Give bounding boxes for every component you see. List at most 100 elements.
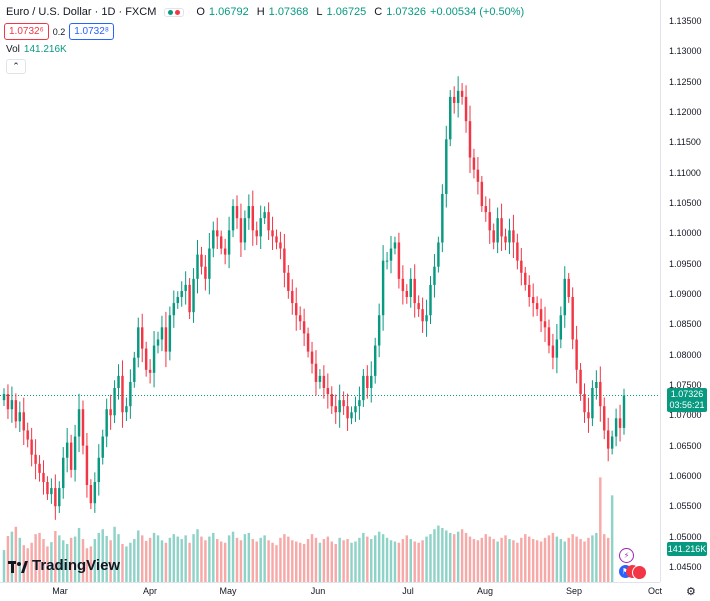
tradingview-logo[interactable]: TradingView [8, 557, 120, 574]
volume-legend[interactable]: Vol 141.216K [6, 44, 67, 55]
candle-body [504, 236, 507, 243]
candle-body [452, 96, 456, 103]
candle [231, 199, 235, 238]
candle [73, 424, 77, 482]
candle-body [73, 436, 77, 470]
candle [452, 86, 456, 114]
candle [488, 198, 491, 244]
market-closed-icon [175, 9, 181, 15]
candle [539, 298, 543, 332]
candle-body [184, 284, 187, 291]
symbol-title[interactable]: Euro / U.S. Dollar · 1D · FXCM [6, 6, 157, 18]
volume-bar [196, 529, 199, 582]
volume-bar [287, 536, 290, 582]
candle-body [219, 236, 223, 249]
candle [370, 361, 373, 403]
volume-bar [223, 542, 227, 582]
volume-bar [121, 543, 124, 582]
candle-body [2, 394, 6, 401]
buy-button[interactable]: 1.0732⁸ [69, 23, 115, 40]
candle [46, 476, 49, 500]
candle-body [326, 388, 330, 395]
time-tick: Sep [565, 586, 583, 596]
candle [413, 264, 416, 318]
volume-bar [314, 537, 318, 582]
volume-bar [10, 531, 14, 582]
candle [2, 388, 6, 406]
volume-bar [370, 539, 373, 582]
volume-bar [437, 525, 440, 582]
market-status-toggle[interactable] [164, 7, 185, 17]
price-tick: 1.06500 [669, 440, 702, 451]
volume-bar [531, 539, 535, 582]
candle-body [441, 193, 444, 243]
candle-body [227, 230, 231, 255]
candle [579, 363, 582, 401]
volume-bar [606, 537, 610, 582]
candle-body [267, 212, 270, 231]
candle-body [54, 488, 57, 507]
volume-bar [326, 536, 330, 582]
candle [409, 268, 412, 308]
last-price: 1.07326 [670, 388, 704, 399]
volume-bar [516, 542, 519, 582]
volume-bar [188, 542, 191, 582]
price-tick: 1.09000 [669, 289, 702, 299]
volume-bar [275, 545, 278, 582]
sell-button[interactable]: 1.0732⁶ [4, 23, 49, 40]
volume-bar [575, 536, 578, 582]
candle [101, 429, 104, 465]
chart-area[interactable] [0, 0, 660, 583]
candle [484, 196, 488, 222]
low-label: L [316, 6, 323, 18]
candle [567, 273, 570, 303]
volume-bar [362, 532, 365, 582]
volume-bar [358, 537, 361, 582]
candle [535, 296, 539, 316]
candle [405, 284, 409, 304]
candle [618, 404, 622, 442]
candle [563, 266, 566, 328]
candle [65, 428, 69, 473]
event-icon-2[interactable] [632, 565, 647, 580]
candle [425, 299, 428, 337]
volume-bar [58, 535, 61, 582]
candle-body [603, 406, 606, 431]
quote-row: 1.0732⁶ 0.2 1.0732⁸ [4, 23, 115, 40]
candlestick-chart[interactable] [0, 0, 660, 583]
volume-bar [535, 540, 539, 582]
candle [255, 221, 258, 246]
candle [77, 393, 81, 453]
candle [26, 422, 29, 448]
time-tick: Jul [402, 586, 414, 596]
gear-icon[interactable]: ⚙ [686, 586, 696, 598]
volume-bar [30, 542, 33, 582]
candle [476, 157, 480, 195]
volume-bar [587, 537, 590, 582]
candle [129, 369, 132, 419]
volume-bar [567, 537, 570, 582]
lightning-icon[interactable]: ⚡ [619, 548, 634, 563]
candle-body [38, 463, 41, 473]
time-axis[interactable]: Mar Apr May Jun Jul Aug Sep Oct [0, 582, 662, 601]
candle-body [247, 206, 251, 219]
candle [62, 447, 65, 499]
candle-body [389, 248, 393, 261]
price-axis[interactable]: 1.13500 1.13000 1.12500 1.12000 1.11500 1.110… [660, 0, 710, 582]
candle-body [180, 290, 183, 298]
candle-body [140, 327, 144, 349]
candle [575, 325, 578, 384]
candle [528, 275, 531, 307]
volume-bar [350, 542, 353, 582]
candle [496, 207, 499, 254]
collapse-legend-button[interactable]: ⌃ [6, 59, 26, 74]
candle-body [397, 242, 401, 279]
candle-body [579, 369, 582, 395]
candle [239, 203, 243, 258]
candle-body [291, 290, 294, 304]
price-tick: 1.13500 [669, 16, 702, 27]
candle [10, 386, 14, 423]
candle-body [259, 218, 262, 237]
candle [164, 311, 168, 368]
open-label: O [196, 6, 205, 18]
